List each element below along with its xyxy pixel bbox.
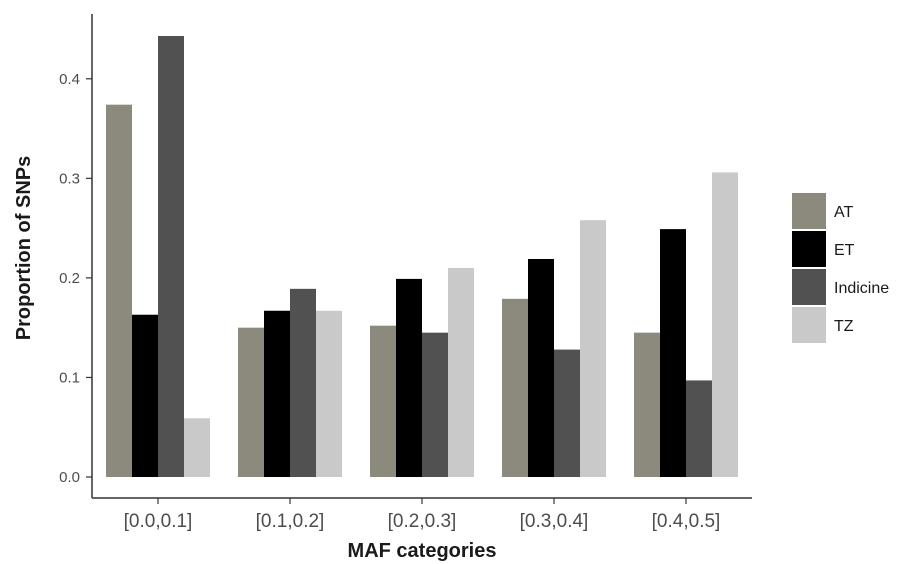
y-tick-label: 0.1 [59,369,80,386]
legend-key-tz [792,307,826,343]
bar-at-4 [634,332,660,477]
bar-indicine-1 [290,288,316,477]
bar-et-4 [660,229,686,477]
legend-label-at: AT [834,204,853,221]
bar-tz-4 [712,172,738,477]
bar-tz-2 [448,267,474,477]
x-tick-label: [0.3,0.4] [520,511,589,532]
bar-et-2 [396,278,422,477]
bars-group [106,35,738,477]
legend-key-indicine [792,269,826,305]
bar-indicine-3 [554,349,580,477]
bar-at-1 [238,327,264,477]
legend-key-at [792,193,826,229]
legend-label-tz: TZ [834,318,854,335]
bar-indicine-0 [158,35,184,477]
bar-at-3 [502,298,528,477]
y-tick-label: 0.4 [59,71,80,88]
x-tick-label: [0.1,0.2] [256,511,325,532]
legend-key-et [792,231,826,267]
bar-indicine-2 [422,332,448,477]
bar-at-2 [370,325,396,477]
bar-et-3 [528,258,554,477]
legend-label-indicine: Indicine [834,280,889,297]
y-tick-label: 0.3 [59,170,80,187]
x-tick-label: [0.2,0.3] [388,511,457,532]
bar-tz-0 [184,418,210,477]
bar-et-0 [132,314,158,477]
x-axis-ticks: [0.0,0.1] [0.1,0.2] [0.2,0.3] [0.3,0.4] [0.4… [124,498,721,532]
legend-label-et: ET [834,242,855,259]
bar-at-0 [106,104,132,477]
y-tick-label: 0.2 [59,270,80,287]
bar-et-1 [264,310,290,477]
bar-tz-1 [316,310,342,477]
x-tick-label: [0.0,0.1] [124,511,193,532]
y-axis-title: Proportion of SNPs [13,156,35,340]
y-axis-ticks: 0.0 0.1 0.2 0.3 0.4 [59,71,92,486]
bar-tz-3 [580,220,606,477]
x-axis-title: MAF categories [348,540,497,562]
bar-indicine-4 [686,380,712,477]
x-tick-label: [0.4,0.5] [652,511,721,532]
y-tick-label: 0.0 [59,469,80,486]
legend: AT ET Indicine TZ [792,193,889,343]
